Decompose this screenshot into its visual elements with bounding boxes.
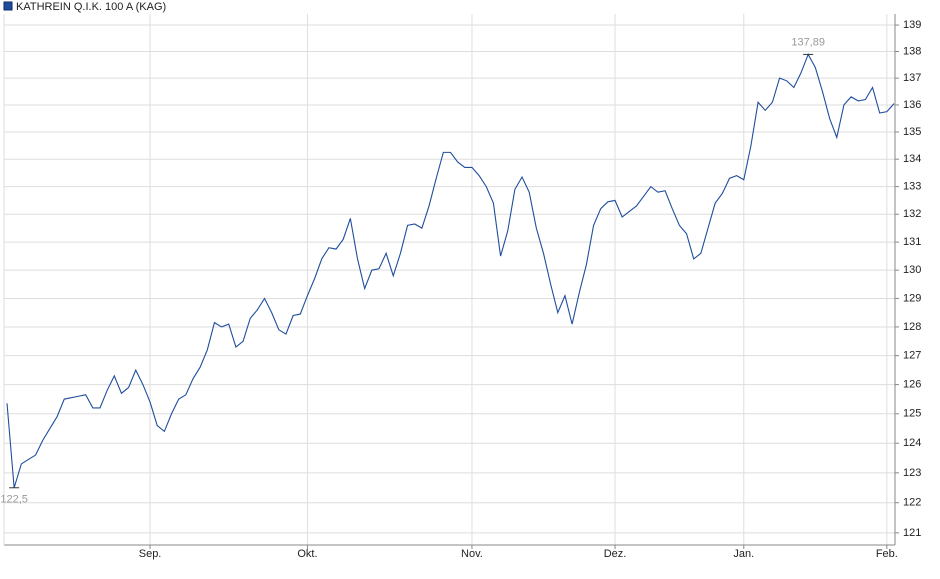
y-tick-label: 131 (903, 236, 921, 248)
y-tick-label: 134 (903, 153, 921, 165)
y-tick-label: 123 (903, 467, 921, 479)
y-tick-label: 130 (903, 264, 921, 276)
x-tick-label: Okt. (297, 548, 317, 560)
x-tick-label: Dez. (604, 548, 627, 560)
x-tick-label: Sep. (139, 548, 162, 560)
y-tick-label: 122 (903, 497, 921, 509)
y-tick-label: 138 (903, 45, 921, 57)
value-label: 137,89 (791, 36, 825, 48)
y-tick-label: 126 (903, 379, 921, 391)
y-tick-label: 136 (903, 99, 921, 111)
y-tick-label: 132 (903, 208, 921, 220)
x-tick-label: Jan. (733, 548, 754, 560)
legend-swatch (3, 1, 13, 11)
y-tick-label: 125 (903, 408, 921, 420)
y-tick-label: 139 (903, 19, 921, 31)
y-tick-label: 129 (903, 292, 921, 304)
x-tick-label: Nov. (461, 548, 483, 560)
y-tick-label: 121 (903, 527, 921, 539)
legend-label: KATHREIN Q.I.K. 100 A (KAG) (16, 1, 166, 13)
y-tick-label: 127 (903, 350, 921, 362)
y-tick-label: 137 (903, 72, 921, 84)
y-tick-label: 133 (903, 181, 921, 193)
value-label: 122,5 (0, 494, 28, 506)
y-tick-label: 128 (903, 321, 921, 333)
x-tick-label: Feb. (876, 548, 898, 560)
y-tick-label: 135 (903, 126, 921, 138)
y-tick-label: 124 (903, 437, 921, 449)
series-line (6, 53, 895, 488)
